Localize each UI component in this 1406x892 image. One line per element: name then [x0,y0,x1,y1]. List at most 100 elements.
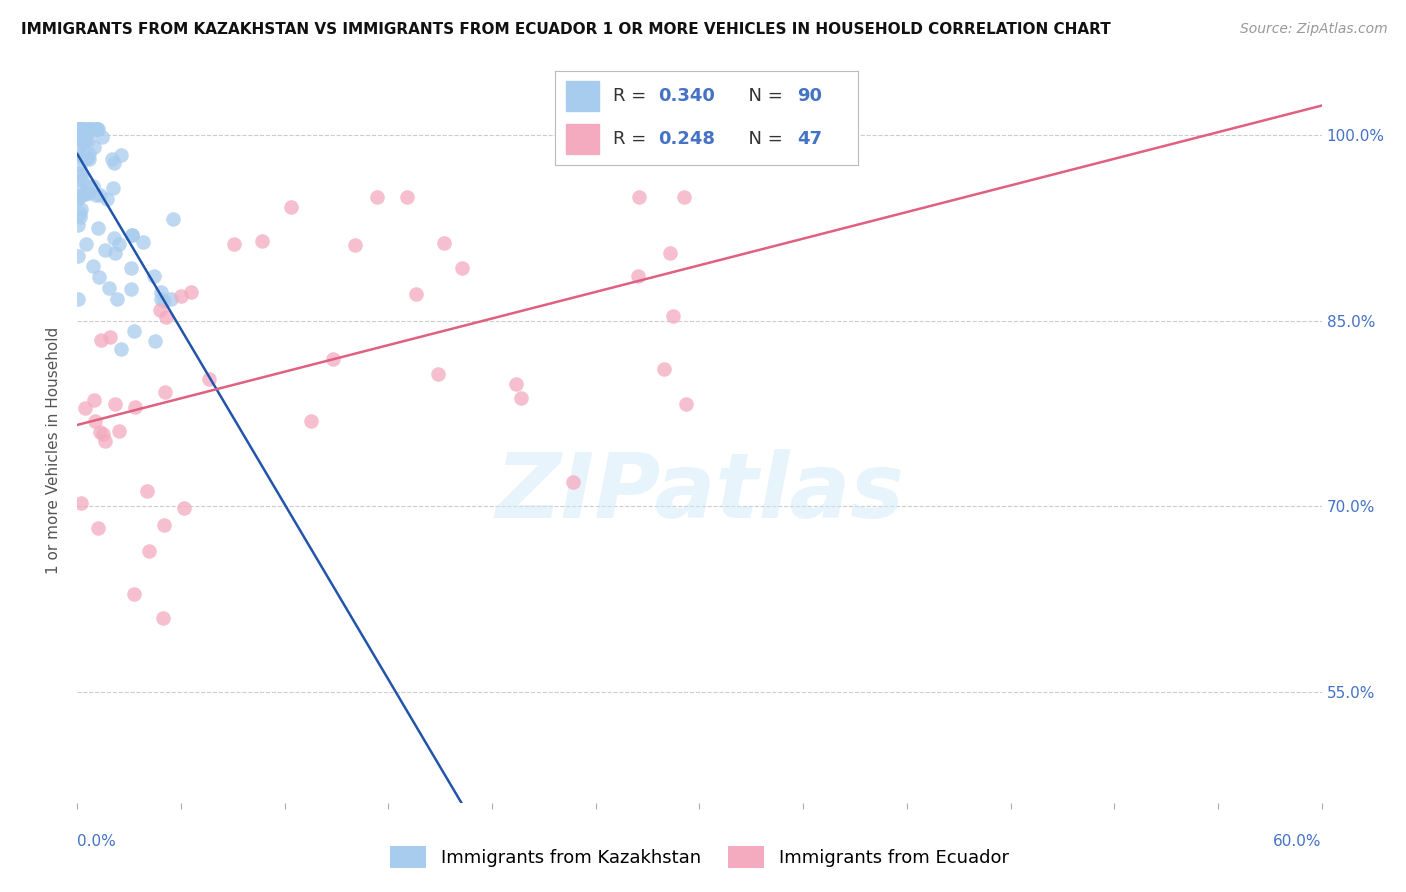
Text: R =: R = [613,87,652,104]
Point [322,352,344,367]
Point [142,269,165,284]
Point [89,269,111,284]
Point [70,173,93,187]
Point [70,187,93,202]
Point [69,147,91,161]
Point [75,237,97,252]
Point [96,192,118,206]
Point [67,122,90,136]
Point [73,187,96,202]
Point [124,401,146,415]
Point [67,125,90,139]
Point [70,495,93,509]
Point [67,122,90,136]
Point [658,246,681,260]
Point [77,133,100,147]
Text: ZIPatlas: ZIPatlas [495,449,904,537]
Point [138,544,160,558]
Text: 90: 90 [797,87,823,104]
Point [562,475,585,490]
Text: 0.248: 0.248 [658,130,716,148]
Point [86,122,108,136]
Bar [567,124,599,153]
Point [67,122,90,136]
Point [72,122,94,136]
Point [110,148,132,162]
Point [673,190,696,204]
Point [395,190,418,204]
Point [70,168,93,182]
Point [93,434,115,448]
Point [69,122,91,136]
Point [87,122,110,136]
Point [69,122,91,136]
Point [173,500,195,515]
Y-axis label: 1 or more Vehicles in Household: 1 or more Vehicles in Household [46,326,62,574]
Point [101,152,124,166]
Point [180,285,202,299]
Point [136,483,159,498]
Point [104,246,127,260]
Point [98,330,121,344]
Point [72,122,94,136]
Point [70,131,93,145]
Point [69,122,91,136]
Point [87,220,110,235]
Point [84,413,107,427]
Point [67,293,90,307]
Legend: Immigrants from Kazakhstan, Immigrants from Ecuador: Immigrants from Kazakhstan, Immigrants f… [382,838,1017,875]
Point [94,243,117,257]
Point [67,122,90,136]
Point [67,178,90,193]
Point [67,218,90,232]
Point [149,302,172,317]
Point [627,190,650,204]
Point [121,227,143,242]
Point [76,151,98,165]
Point [122,587,145,601]
Point [80,122,103,136]
Point [67,122,90,136]
Point [72,135,94,149]
Point [77,122,100,136]
Point [627,268,650,283]
Point [75,401,97,415]
Text: 47: 47 [797,130,823,148]
Point [70,122,93,136]
Point [224,236,246,251]
Point [120,282,142,296]
Point [77,146,100,161]
Point [91,129,114,144]
Point [155,310,177,324]
Point [366,190,388,204]
Point [67,189,90,203]
Point [75,151,97,165]
Point [662,309,685,323]
Point [104,397,127,411]
Point [84,122,107,136]
Point [77,122,100,136]
Point [103,231,125,245]
Point [427,367,450,381]
Point [73,122,96,136]
Point [153,293,176,308]
Point [86,188,108,202]
Point [652,361,675,376]
Point [70,150,93,164]
Text: N =: N = [737,87,789,104]
Point [132,235,155,250]
Point [77,186,100,200]
Point [69,122,91,136]
Text: N =: N = [737,130,789,148]
Point [77,152,100,166]
Point [153,518,176,533]
Point [280,200,302,214]
Bar [567,81,599,111]
Point [162,212,184,227]
Point [150,285,173,300]
Point [103,156,125,170]
Point [89,188,111,202]
Point [69,165,91,179]
Point [344,238,367,252]
Point [505,376,527,391]
